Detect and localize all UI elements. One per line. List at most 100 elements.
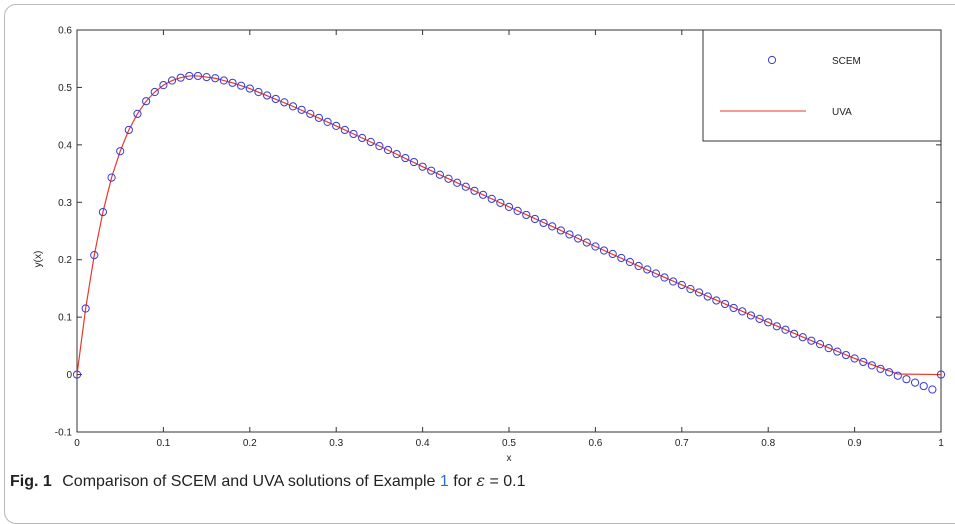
example-reference-link[interactable]: 1 bbox=[439, 473, 449, 490]
scem-point bbox=[142, 97, 151, 106]
scem-point bbox=[271, 94, 280, 104]
scem-point bbox=[375, 141, 384, 151]
scem-point bbox=[746, 311, 756, 320]
scem-point bbox=[720, 299, 730, 309]
x-tick-label: 0.9 bbox=[848, 438, 862, 449]
scem-point bbox=[185, 71, 194, 81]
scem-point bbox=[349, 129, 358, 139]
x-tick-label: 0.2 bbox=[243, 438, 257, 449]
scem-point bbox=[202, 72, 211, 82]
scem-point bbox=[211, 74, 220, 83]
scem-point bbox=[150, 87, 159, 97]
scem-point bbox=[461, 182, 470, 191]
scem-point bbox=[522, 210, 531, 220]
x-tick-label: 0.8 bbox=[761, 438, 775, 449]
scem-point bbox=[729, 303, 738, 313]
epsilon-symbol: ε bbox=[476, 471, 485, 490]
caption-text: Comparison of SCEM and UVA solutions of … bbox=[62, 473, 436, 490]
y-axis-label: y(x) bbox=[33, 251, 44, 268]
scem-point bbox=[574, 234, 583, 243]
x-axis-label: x bbox=[507, 453, 512, 464]
scem-point bbox=[591, 242, 600, 251]
scem-point bbox=[306, 109, 315, 118]
scem-point bbox=[340, 125, 349, 135]
legend-scem-label: SCEM bbox=[832, 56, 861, 67]
scem-point bbox=[902, 375, 911, 384]
scem-point bbox=[651, 269, 660, 278]
scem-point bbox=[383, 145, 393, 155]
uva-line bbox=[76, 75, 942, 376]
y-tick-label: 0.6 bbox=[58, 26, 72, 37]
scem-point bbox=[781, 325, 790, 334]
scem-point bbox=[228, 78, 237, 87]
scem-point bbox=[660, 273, 669, 282]
scem-point bbox=[358, 133, 367, 143]
scem-point bbox=[401, 153, 410, 163]
scem-point bbox=[815, 340, 825, 349]
scem-point bbox=[893, 371, 902, 380]
scem-point bbox=[634, 261, 643, 271]
legend-uva-label: UVA bbox=[832, 107, 852, 118]
scem-point bbox=[159, 81, 168, 90]
x-tick-label: 0.7 bbox=[675, 438, 689, 449]
scem-point bbox=[686, 284, 695, 294]
scem-point bbox=[790, 329, 799, 338]
scem-point bbox=[755, 314, 764, 323]
scem-point bbox=[530, 214, 540, 224]
scem-point bbox=[478, 190, 488, 199]
scem-point bbox=[677, 280, 686, 290]
scem-point bbox=[859, 357, 868, 367]
scem-point bbox=[928, 385, 937, 394]
y-tick-label: 0.4 bbox=[58, 140, 72, 151]
x-tick-label: 0.6 bbox=[588, 438, 602, 449]
scem-point bbox=[625, 257, 635, 267]
y-tick-label: 0.3 bbox=[58, 198, 72, 209]
scem-point bbox=[323, 117, 332, 126]
scem-point bbox=[599, 246, 609, 255]
x-tick-label: 0.1 bbox=[156, 438, 170, 449]
x-tick-label: 0.4 bbox=[416, 438, 430, 449]
scem-point bbox=[556, 226, 565, 235]
scem-point bbox=[245, 84, 254, 93]
scem-point bbox=[133, 109, 142, 118]
scem-point bbox=[427, 166, 436, 175]
scem-point bbox=[876, 364, 885, 373]
scem-point bbox=[919, 381, 928, 391]
scem-point bbox=[643, 265, 652, 274]
scem-point bbox=[608, 249, 617, 259]
scem-point bbox=[332, 121, 341, 131]
scem-point bbox=[124, 125, 133, 135]
scem-point bbox=[193, 71, 203, 81]
scem-point bbox=[565, 230, 574, 239]
scem-point bbox=[910, 378, 920, 387]
scem-point bbox=[738, 307, 747, 316]
scem-point bbox=[90, 251, 99, 260]
scem-point bbox=[288, 102, 298, 111]
scem-point bbox=[496, 198, 505, 207]
scem-point bbox=[280, 98, 289, 107]
scem-point bbox=[669, 277, 678, 286]
scem-point bbox=[798, 333, 807, 342]
scem-point bbox=[453, 178, 462, 187]
scem-point bbox=[237, 81, 246, 90]
scem-point bbox=[582, 238, 591, 247]
y-tick-label: -0.1 bbox=[55, 428, 73, 439]
scem-point bbox=[772, 322, 781, 331]
legend-scem-marker bbox=[767, 55, 777, 65]
caption-for: for bbox=[453, 473, 472, 490]
scem-series bbox=[72, 71, 946, 394]
scem-point bbox=[504, 202, 514, 211]
x-tick-label: 0 bbox=[74, 438, 80, 449]
scem-point bbox=[885, 368, 894, 377]
chart: 0 0.1 0.2 0.3 0.4 0.5 0.6 0.7 0.8 0.9 1-0.100.10.2… bbox=[33, 26, 946, 464]
scem-point bbox=[107, 173, 116, 182]
figure-caption: Fig. 1 Comparison of SCEM and UVA soluti… bbox=[10, 471, 525, 491]
scem-point bbox=[72, 370, 82, 379]
scem-point bbox=[366, 137, 375, 147]
scem-point bbox=[539, 218, 548, 228]
scem-point bbox=[81, 304, 90, 313]
y-tick-label: 0 bbox=[66, 370, 72, 381]
scem-point bbox=[418, 162, 427, 171]
scem-point bbox=[703, 292, 712, 301]
scem-point bbox=[487, 194, 496, 203]
